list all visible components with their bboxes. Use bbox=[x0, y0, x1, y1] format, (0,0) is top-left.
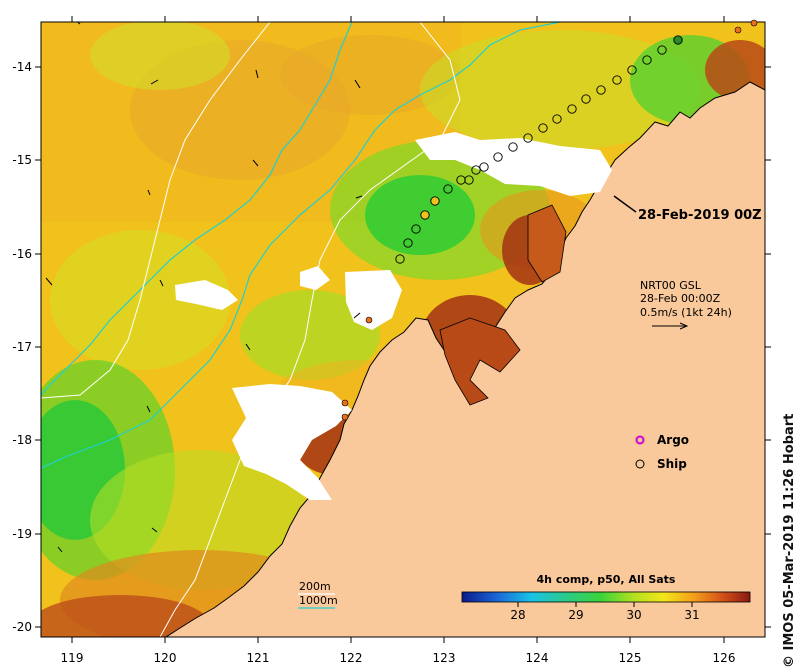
ship-track-point bbox=[612, 75, 622, 85]
cloud-mask bbox=[175, 132, 612, 500]
ship-track-point bbox=[493, 152, 503, 162]
y-tick-label: -16 bbox=[12, 247, 32, 261]
ship-track-point bbox=[430, 196, 440, 206]
ship-track-point bbox=[538, 123, 548, 133]
track-label-pointer bbox=[613, 195, 637, 213]
track-date-label: 28-Feb-2019 00Z bbox=[638, 208, 762, 223]
current-source-label: NRT00 GSL bbox=[640, 279, 702, 292]
ocean-sst-hot-patch bbox=[41, 595, 210, 637]
ship-track-point bbox=[581, 94, 591, 104]
colorbar-ticks: 28 29 30 31 bbox=[510, 602, 700, 622]
isobath-1000m bbox=[41, 22, 353, 396]
current-vectors bbox=[45, 22, 363, 553]
ship-track-point bbox=[395, 254, 405, 264]
ship-legend-icon bbox=[635, 459, 645, 469]
ship-track-point bbox=[420, 210, 430, 220]
ship-track-point bbox=[552, 114, 562, 124]
plot-frame bbox=[40, 21, 766, 638]
ocean-sst-cool-patch bbox=[420, 30, 700, 150]
x-tick-label: 125 bbox=[619, 651, 642, 665]
isobath-200-label: 200m bbox=[299, 580, 331, 593]
argo-marker bbox=[365, 316, 373, 324]
current-scale-label: 0.5m/s (1kt 24h) bbox=[640, 306, 732, 319]
argo-legend-label: Argo bbox=[657, 433, 689, 447]
ship-track-point bbox=[403, 238, 413, 248]
ship-track-point bbox=[627, 65, 637, 75]
x-axis: 119 120 121 122 123 124 125 126 bbox=[61, 16, 736, 665]
argo-marker bbox=[341, 413, 349, 421]
arrow-head-icon bbox=[679, 322, 689, 330]
y-tick-label: -14 bbox=[12, 60, 32, 74]
colorbar-tick-label: 29 bbox=[568, 608, 583, 622]
colorbar bbox=[461, 591, 751, 603]
y-tick-label: -17 bbox=[12, 340, 32, 354]
map-field bbox=[41, 22, 765, 637]
ship-track-point bbox=[456, 175, 466, 185]
isobath-1000m bbox=[41, 22, 561, 469]
gulf bbox=[527, 204, 567, 283]
colorbar-tick-label: 28 bbox=[510, 608, 525, 622]
ship-track-point bbox=[508, 142, 518, 152]
ship-track-point bbox=[657, 45, 667, 55]
y-tick-label: -20 bbox=[12, 620, 32, 634]
y-tick-label: -19 bbox=[12, 527, 32, 541]
ship-track-point bbox=[443, 184, 453, 194]
isobath-200m bbox=[41, 22, 271, 399]
ocean-sst-warm-patch bbox=[280, 35, 460, 115]
ocean-sst-cool-core bbox=[365, 175, 475, 255]
argo-marker bbox=[734, 26, 742, 34]
argo-markers bbox=[341, 19, 758, 421]
colorbar-tick-label: 30 bbox=[626, 608, 641, 622]
x-tick-label: 119 bbox=[61, 651, 84, 665]
argo-marker bbox=[750, 19, 758, 27]
ocean-sst-cool-patch bbox=[240, 290, 380, 380]
x-tick-label: 126 bbox=[713, 651, 736, 665]
x-tick-label: 121 bbox=[247, 651, 270, 665]
x-tick-label: 124 bbox=[526, 651, 549, 665]
ship-track-point bbox=[596, 85, 606, 95]
ocean-sst-cool-patch bbox=[90, 22, 230, 90]
x-tick-label: 123 bbox=[433, 651, 456, 665]
copyright-credit: © IMOS 05-Mar-2019 11:26 Hobart bbox=[782, 413, 797, 668]
argo-marker bbox=[341, 399, 349, 407]
y-tick-label: -18 bbox=[12, 433, 32, 447]
ship-track-point bbox=[479, 162, 489, 172]
x-tick-label: 122 bbox=[340, 651, 363, 665]
gulf bbox=[439, 317, 521, 406]
colorbar-tick-label: 31 bbox=[684, 608, 699, 622]
colorbar-title: 4h comp, p50, All Sats bbox=[537, 573, 676, 586]
ship-track bbox=[395, 35, 683, 264]
ship-track-point bbox=[642, 55, 652, 65]
argo-legend-icon bbox=[635, 435, 645, 445]
current-time-label: 28-Feb 00:00Z bbox=[640, 292, 721, 305]
ship-track-point bbox=[471, 165, 481, 175]
ship-track-point bbox=[411, 224, 421, 234]
isobath-200m bbox=[159, 22, 461, 637]
ship-track-point bbox=[523, 133, 533, 143]
y-axis: -14 -15 -16 -17 -18 -19 -20 bbox=[12, 60, 771, 634]
x-tick-label: 120 bbox=[154, 651, 177, 665]
isobath-1000-label: 1000m bbox=[299, 594, 338, 607]
ship-legend-label: Ship bbox=[657, 457, 687, 471]
y-tick-label: -15 bbox=[12, 153, 32, 167]
ship-track-point bbox=[567, 104, 577, 114]
ship-track-point bbox=[673, 35, 683, 45]
